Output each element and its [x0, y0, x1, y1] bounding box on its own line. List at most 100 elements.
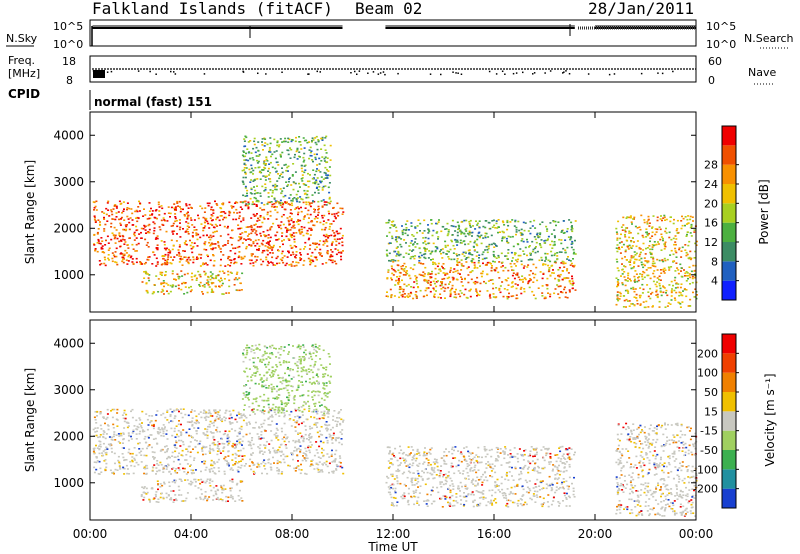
echo-cell: [396, 264, 399, 266]
echo-cell: [209, 244, 212, 247]
echo-cell: [160, 282, 163, 285]
echo-cell: [657, 243, 660, 245]
echo-cell: [308, 202, 311, 204]
echo-cell: [274, 209, 277, 211]
echo-cell: [162, 282, 165, 284]
echo-cell: [546, 228, 549, 230]
echo-cell: [452, 225, 455, 228]
echo-cell: [291, 174, 294, 176]
echo-cell: [141, 447, 144, 450]
echo-cell: [329, 223, 332, 225]
echo-cell: [237, 411, 240, 414]
nave-dot: [281, 71, 283, 74]
echo-cell: [398, 254, 401, 257]
echo-cell: [634, 225, 637, 228]
echo-cell: [269, 151, 272, 153]
echo-cell: [278, 470, 281, 472]
echo-cell: [251, 345, 254, 347]
echo-cell: [307, 257, 310, 260]
echo-cell: [476, 267, 479, 269]
echo-cell: [508, 292, 510, 295]
nave-dot: [562, 72, 564, 74]
echo-cell: [568, 291, 571, 293]
echo-cell: [474, 228, 477, 230]
echo-cell: [176, 472, 179, 474]
echo-cell: [470, 260, 473, 262]
echo-cell: [92, 447, 95, 450]
echo-cell: [153, 464, 156, 466]
echo-cell: [103, 251, 106, 254]
echo-cell: [221, 488, 224, 491]
echo-cell: [124, 229, 127, 232]
echo-cell: [221, 491, 224, 494]
echo-cell: [544, 256, 547, 259]
echo-cell: [629, 280, 632, 282]
echo-cell: [192, 436, 194, 439]
echo-cell: [231, 445, 234, 448]
echo-cell: [212, 486, 215, 489]
echo-cell: [307, 446, 310, 449]
echo-cell: [273, 197, 276, 199]
echo-cell: [540, 246, 543, 249]
echo-cell: [138, 233, 141, 235]
echo-cell: [204, 481, 207, 484]
echo-cell: [335, 464, 338, 466]
echo-cell: [456, 234, 459, 237]
echo-cell: [564, 296, 567, 298]
echo-cell: [208, 426, 211, 428]
echo-cell: [646, 233, 649, 235]
echo-cell: [120, 239, 122, 242]
echo-cell: [143, 486, 146, 488]
echo-cell: [527, 264, 530, 266]
echo-cell: [136, 428, 139, 431]
echo-region: [385, 260, 577, 300]
echo-cell: [476, 294, 478, 297]
echo-cell: [437, 272, 440, 275]
echo-cell: [160, 449, 163, 452]
echo-cell: [186, 225, 189, 227]
echo-cell: [250, 152, 253, 154]
echo-cell: [424, 240, 426, 243]
echo-cell: [163, 212, 166, 215]
echo-cell: [564, 239, 567, 241]
echo-cell: [128, 254, 131, 256]
echo-cell: [322, 373, 325, 376]
echo-cell: [264, 444, 267, 447]
echo-cell: [265, 156, 268, 158]
echo-cell: [300, 148, 303, 150]
echo-cell: [176, 225, 179, 228]
echo-cell: [402, 256, 405, 258]
echo-cell: [309, 244, 312, 246]
echo-cell: [466, 267, 469, 270]
echo-cell: [664, 259, 667, 262]
echo-cell: [442, 226, 445, 228]
echo-cell: [167, 448, 169, 450]
echo-cell: [244, 187, 247, 189]
echo-cell: [225, 500, 227, 503]
echo-cell: [691, 216, 694, 218]
echo-cell: [571, 242, 574, 245]
echo-cell: [210, 275, 213, 277]
echo-cell: [201, 450, 204, 452]
echo-cell: [283, 208, 286, 211]
echo-cell: [679, 286, 682, 289]
echo-cell: [619, 292, 622, 295]
echo-cell: [327, 392, 330, 394]
echo-cell: [245, 136, 248, 139]
echo-cell: [268, 149, 271, 151]
echo-cell: [238, 413, 241, 415]
echo-cell: [119, 203, 122, 205]
echo-cell: [529, 227, 532, 229]
echo-cell: [223, 416, 226, 418]
echo-cell: [261, 355, 264, 358]
echo-cell: [279, 364, 282, 366]
echo-cell: [314, 215, 317, 218]
echo-cell: [517, 276, 520, 278]
echo-cell: [331, 213, 334, 216]
nsky-label: N.Sky: [6, 32, 38, 45]
echo-cell: [661, 219, 663, 222]
echo-cell: [675, 282, 678, 284]
echo-cell: [93, 416, 96, 419]
echo-cell: [436, 231, 439, 233]
echo-cell: [240, 414, 243, 417]
